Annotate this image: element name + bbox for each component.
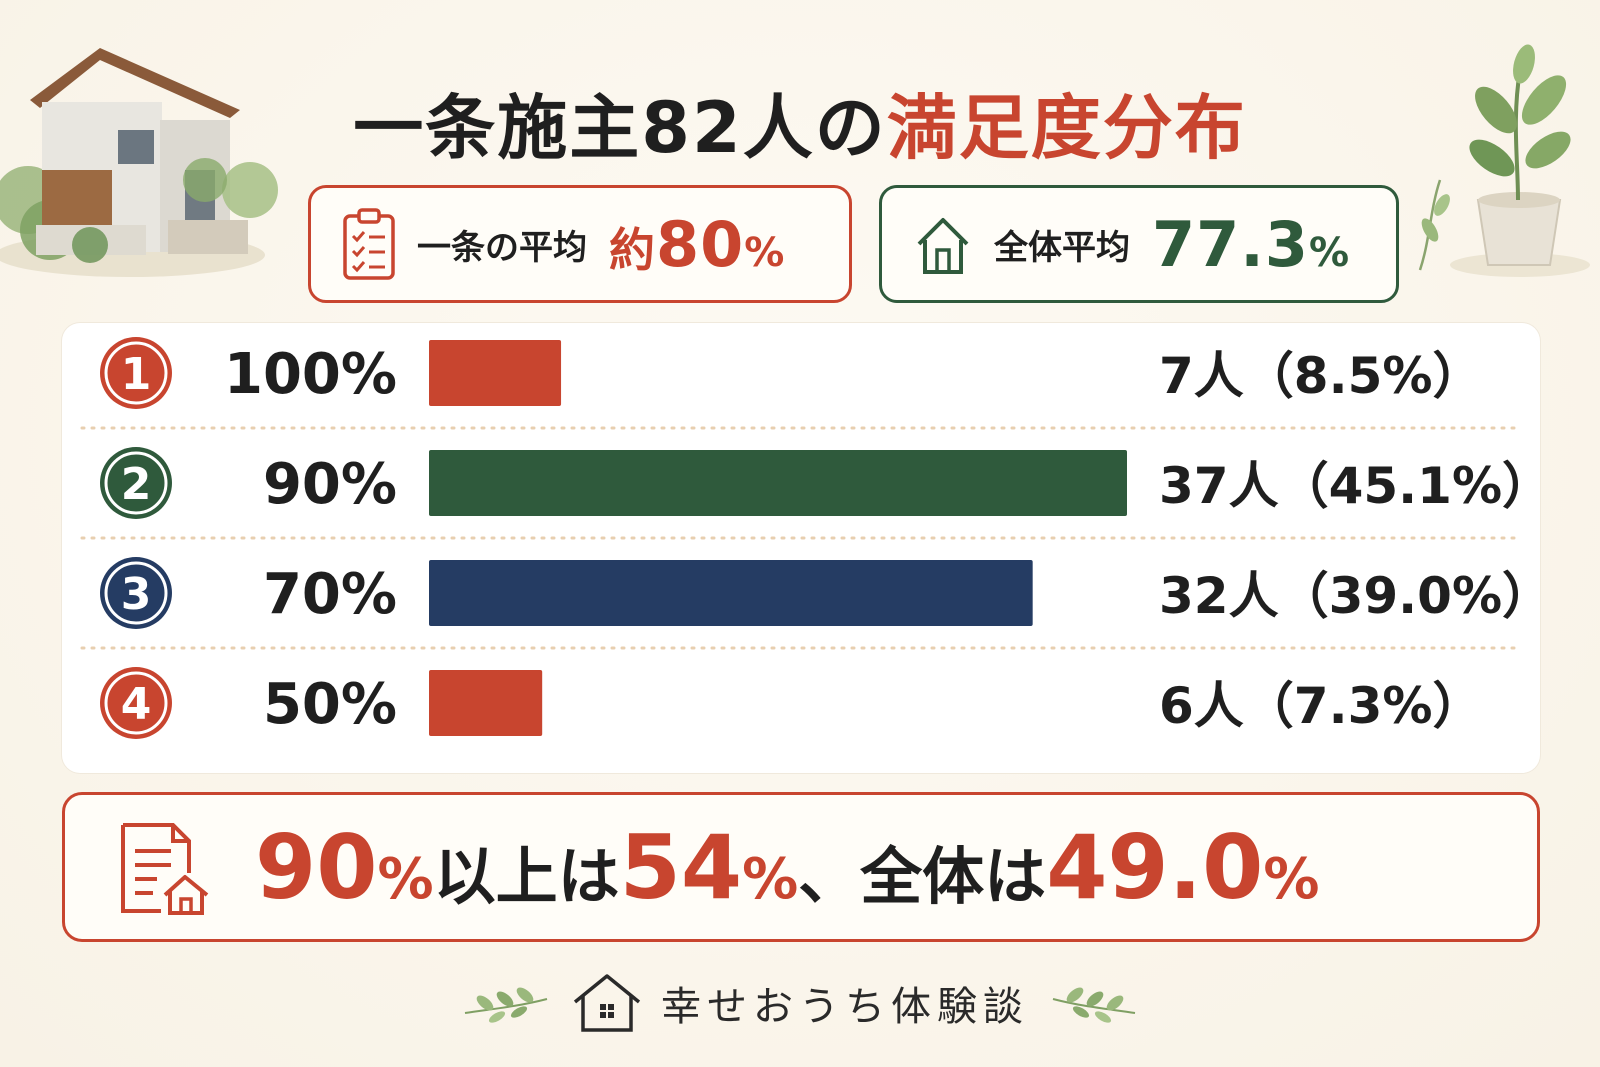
rank-badge — [100, 557, 172, 629]
rank-badge-ring — [104, 451, 168, 515]
rank-badge — [100, 337, 172, 409]
title-main: 一条施主82人の — [353, 87, 887, 169]
satisfaction-chart-panel: 1 100% 7人（8.5%） 2 90% 37人（45.1%） 3 70% 32人（39.0%… — [62, 323, 1540, 773]
ichijo-average-card: 一条の平均 約80% — [308, 185, 852, 303]
ichijo-average-value: 約80% — [609, 208, 785, 281]
rank-badge — [100, 447, 172, 519]
overall-average-label: 全体平均 — [994, 227, 1130, 268]
summary-ichijo-share: 54% — [620, 816, 799, 919]
summary-overall-share-number: 49.0 — [1046, 816, 1264, 919]
summary-ichijo-share-number: 54 — [619, 816, 743, 919]
summary-threshold-number: 90 — [255, 816, 378, 919]
house-illustration — [0, 48, 278, 277]
document-house-icon — [121, 823, 209, 915]
bar — [429, 340, 562, 406]
rank-number: 4 — [121, 679, 152, 730]
count-label: 7人（8.5%） — [1159, 347, 1482, 405]
overall-average-unit: % — [1308, 229, 1351, 276]
summary-overall-share-unit: % — [1263, 847, 1320, 912]
rank-badge-ring — [104, 341, 168, 405]
summary-ichijo-share-unit: % — [742, 847, 799, 912]
clipboard-checklist-icon — [343, 208, 395, 280]
satisfaction-bar-chart: 1 100% 7人（8.5%） 2 90% 37人（45.1%） 3 70% 32人（39.0%… — [80, 337, 1540, 739]
page-title: 一条施主82人の満足度分布 — [0, 72, 1600, 173]
footer-brand: 幸せおうち体験談 — [0, 968, 1600, 1038]
rank-badge-ring — [104, 561, 168, 625]
summary-threshold: 90% — [255, 816, 434, 919]
ichijo-average-unit: % — [744, 229, 786, 276]
rank-number: 3 — [121, 569, 152, 620]
count-label: 6人（7.3%） — [1159, 677, 1482, 735]
leaf-sprig-right-icon — [1052, 987, 1136, 1023]
title-highlight: 満足度分布 — [886, 87, 1247, 169]
house-icon — [917, 218, 969, 274]
house-logo-icon — [573, 974, 641, 1032]
leaf-sprig-left-icon — [464, 987, 548, 1023]
summary-threshold-unit: % — [377, 847, 434, 912]
overall-average-value: 77.3% — [1152, 208, 1350, 281]
satisfaction-rate-label: 70% — [263, 562, 397, 627]
ichijo-average-prefix: 約 — [609, 222, 656, 277]
ichijo-average-label: 一条の平均 — [417, 227, 587, 268]
footer-brand-name: 幸せおうち体験談 — [661, 984, 1029, 1030]
ichijo-average-number: 80 — [656, 207, 745, 281]
rank-number: 2 — [121, 459, 152, 510]
summary-statement: 90%以上は54%、全体は49.0% — [255, 813, 1507, 948]
rank-number: 1 — [121, 349, 152, 400]
overall-average-number: 77.3 — [1152, 207, 1309, 281]
satisfaction-rate-label: 50% — [263, 672, 397, 737]
overall-average-card: 全体平均 77.3% — [879, 185, 1399, 303]
satisfaction-rate-label: 90% — [263, 452, 397, 517]
rank-badge — [100, 667, 172, 739]
bar — [429, 450, 1127, 516]
bar — [429, 670, 543, 736]
count-label: 32人（39.0%） — [1159, 567, 1540, 625]
count-label: 37人（45.1%） — [1159, 457, 1540, 515]
summary-overall-share: 49.0% — [1046, 816, 1319, 919]
potted-plant-illustration — [1418, 44, 1590, 277]
summary-text-2: 、全体は — [798, 840, 1047, 913]
satisfaction-rate-label: 100% — [224, 342, 397, 407]
rank-badge-ring — [104, 671, 168, 735]
bar — [429, 560, 1033, 626]
summary-box: 90%以上は54%、全体は49.0% — [62, 792, 1540, 942]
summary-text-1: 以上は — [433, 840, 620, 913]
